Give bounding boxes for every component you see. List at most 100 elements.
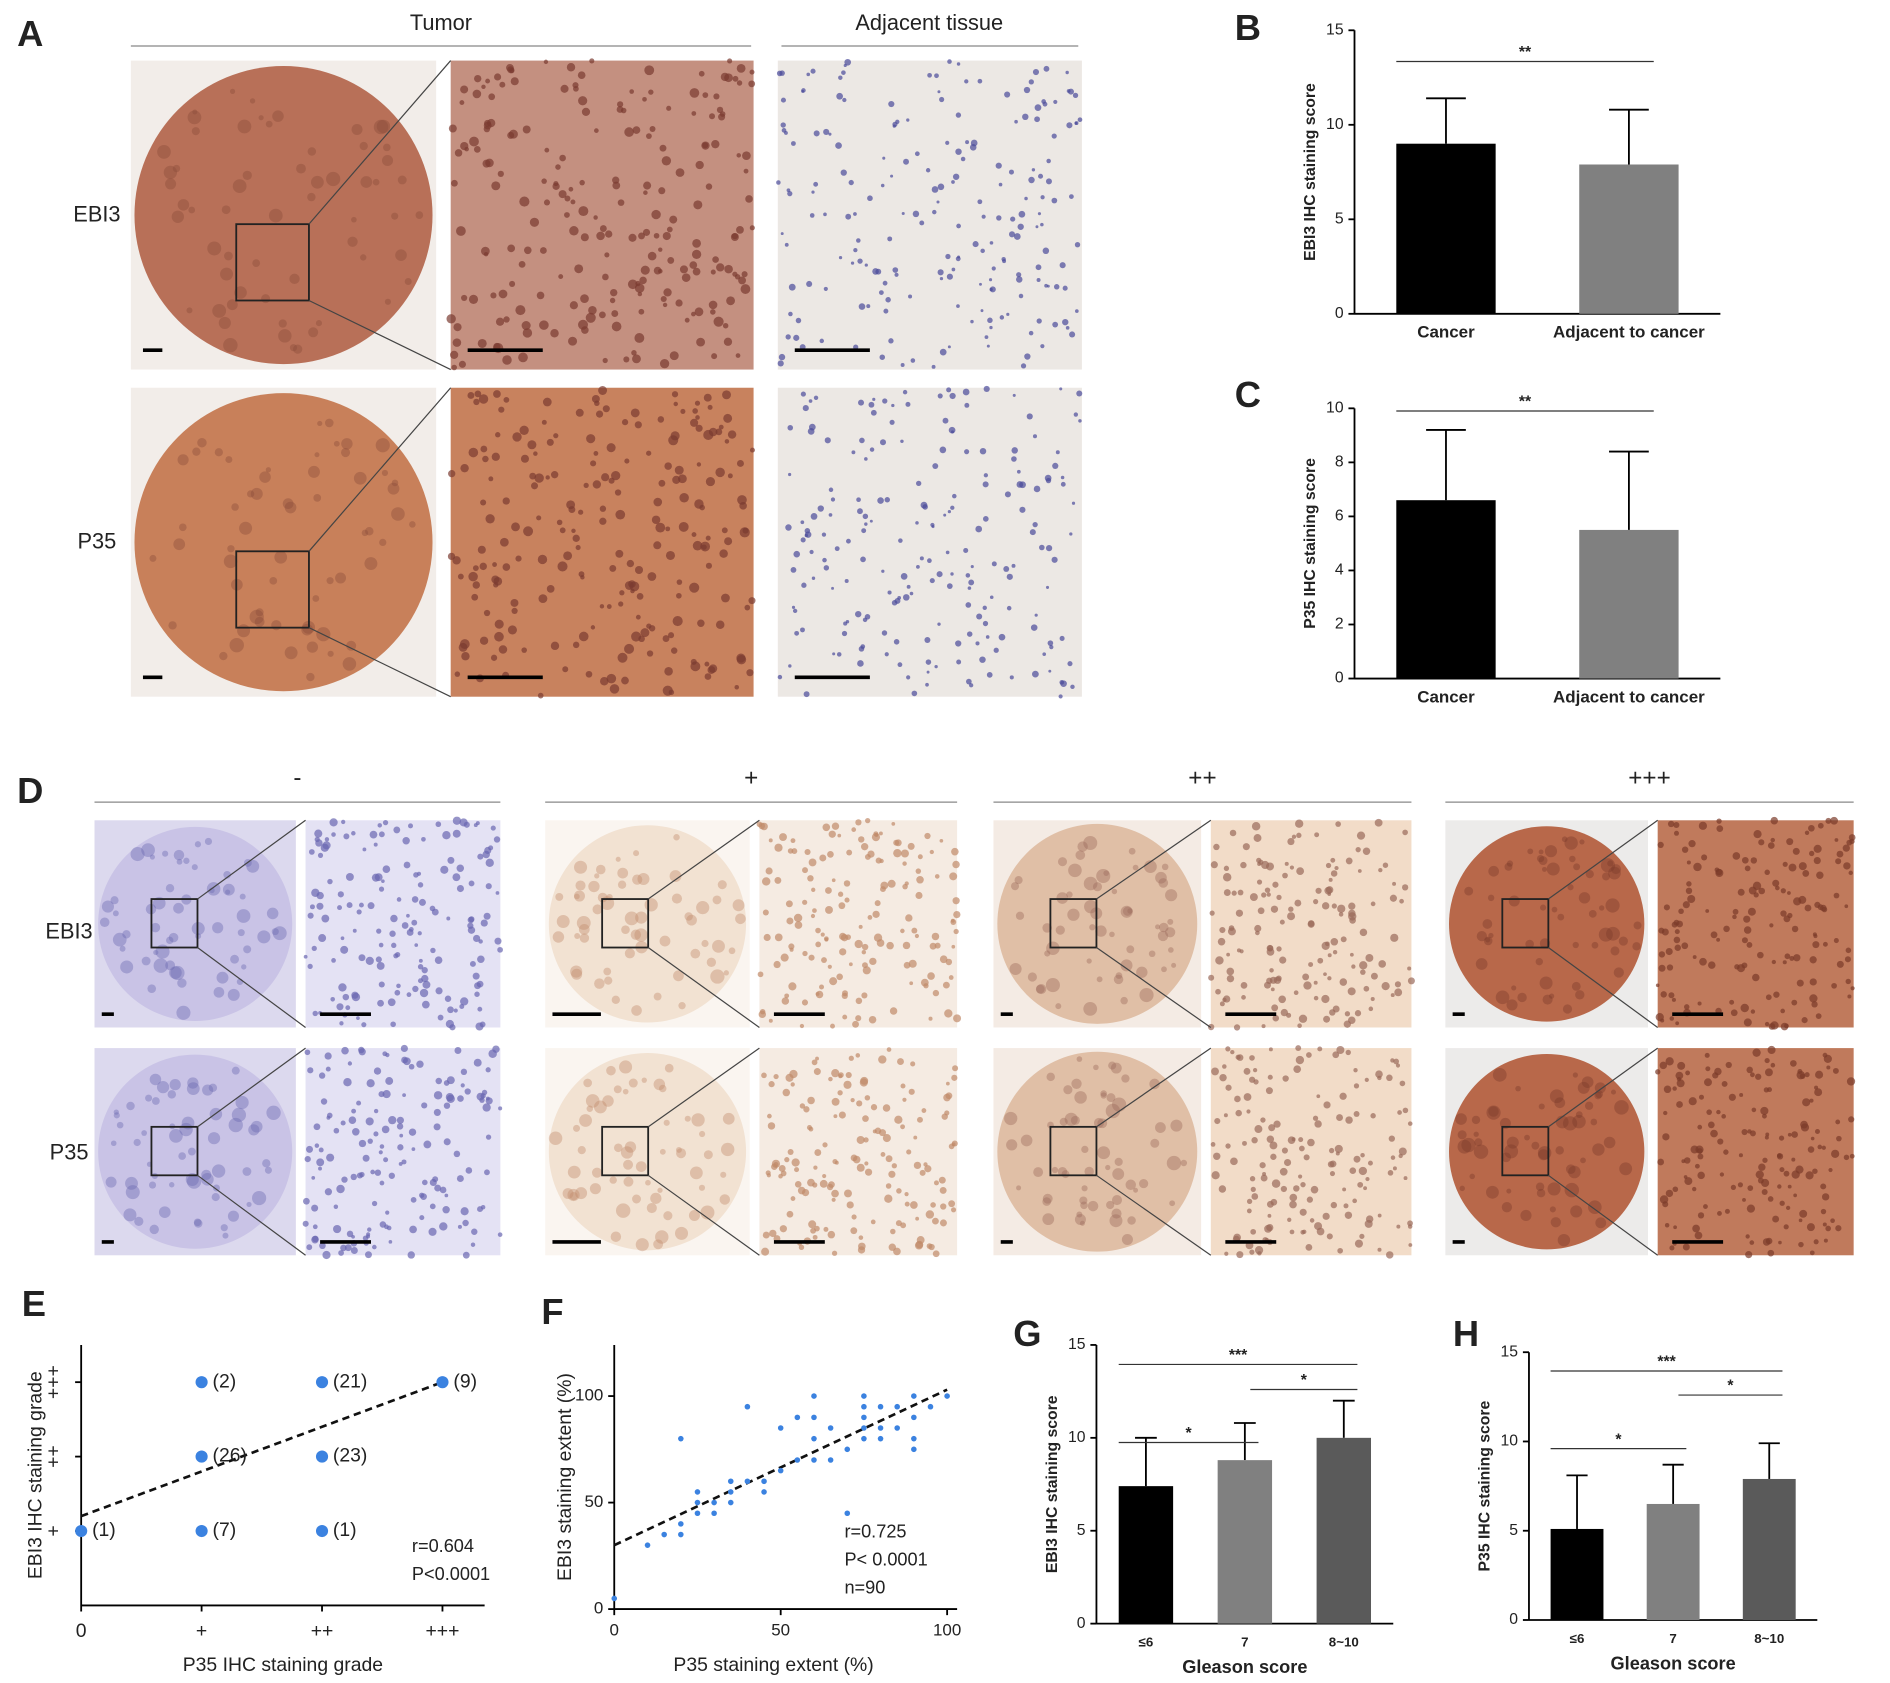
cell-texture: [169, 1182, 175, 1188]
cell-texture: [689, 261, 698, 269]
cell-texture: [923, 983, 929, 989]
cell-texture: [634, 928, 648, 942]
cell-texture: [1717, 1138, 1724, 1145]
micrograph: [305, 1048, 501, 1256]
cell-texture: [1132, 864, 1139, 871]
cell-texture: [1229, 829, 1237, 837]
cell-texture: [1666, 964, 1674, 971]
cell-texture: [1686, 881, 1692, 887]
cell-texture: [860, 1076, 869, 1085]
cell-texture: [706, 957, 717, 967]
cell-texture: [800, 627, 805, 633]
cell-texture: [502, 563, 511, 571]
cell-texture: [570, 965, 583, 978]
cell-texture: [507, 625, 517, 635]
cell-texture: [1024, 353, 1031, 360]
cell-texture: [980, 248, 985, 254]
cell-texture: [1223, 889, 1231, 897]
cell-texture: [964, 79, 969, 84]
cell-texture: [324, 418, 334, 428]
cell-texture: [945, 1092, 953, 1100]
cell-texture: [1266, 944, 1274, 952]
grade-header: -: [293, 765, 301, 792]
cell-texture: [749, 225, 755, 231]
cell-texture: [1798, 1241, 1804, 1248]
cell-texture: [1393, 1058, 1400, 1065]
cell-texture: [1266, 1200, 1274, 1208]
cell-texture: [1035, 225, 1039, 229]
cell-texture: [313, 494, 322, 502]
cell-texture: [1685, 1070, 1691, 1076]
cell-texture: [955, 640, 962, 647]
zoom-box: [235, 223, 310, 302]
cell-texture: [1549, 1089, 1564, 1104]
cell-texture: [1658, 951, 1666, 958]
cell-texture: [675, 168, 685, 177]
cell-texture: [870, 1104, 878, 1111]
cell-texture: [856, 238, 861, 243]
cell-texture: [1065, 70, 1069, 75]
cell-texture: [586, 1105, 594, 1112]
cell-texture: [952, 860, 960, 869]
cell-texture: [810, 913, 816, 919]
cell-texture: [1307, 1138, 1315, 1147]
cell-texture: [788, 283, 796, 291]
cell-texture: [515, 305, 526, 316]
cell-texture: [467, 926, 476, 934]
cell-texture: [641, 1077, 647, 1083]
cell-texture: [1737, 1182, 1744, 1188]
stat-annotation: P<0.0001: [412, 1564, 490, 1584]
cell-texture: [673, 401, 678, 407]
cell-texture: [265, 120, 273, 128]
cell-texture: [1268, 1124, 1276, 1132]
cell-texture: [453, 1150, 461, 1158]
cell-texture: [494, 631, 504, 642]
cell-texture: [1044, 474, 1052, 482]
cell-texture: [1655, 983, 1660, 988]
cell-texture: [823, 128, 830, 136]
cell-texture: [659, 359, 670, 369]
cell-texture: [831, 586, 835, 590]
cell-texture: [624, 458, 630, 464]
panel-letter: H: [1453, 1313, 1479, 1354]
tissue-core: [98, 826, 293, 1021]
cell-texture: [1218, 1185, 1227, 1193]
cell-texture: [1078, 419, 1082, 423]
cell-texture: [1704, 1078, 1712, 1087]
y-tick-label: 50: [584, 1492, 603, 1511]
cell-texture: [678, 1002, 686, 1010]
cell-texture: [421, 1102, 428, 1109]
cell-texture: [1121, 1233, 1133, 1246]
cell-texture: [891, 1163, 897, 1169]
cell-texture: [1312, 1115, 1319, 1121]
cell-texture: [1345, 857, 1353, 865]
cell-texture: [473, 934, 481, 943]
cell-texture: [1804, 1072, 1810, 1078]
cell-texture: [850, 261, 855, 265]
cell-texture: [1006, 312, 1010, 316]
cell-texture: [867, 915, 873, 920]
cell-texture: [345, 1005, 351, 1011]
cell-texture: [1343, 1020, 1351, 1028]
panel-letter: A: [17, 13, 43, 54]
cell-texture: [908, 959, 917, 968]
cell-texture: [856, 1163, 865, 1172]
cell-texture: [1562, 1004, 1573, 1014]
cell-texture: [1051, 133, 1057, 139]
cell-texture: [1809, 978, 1817, 986]
panel-letter: C: [1235, 374, 1261, 415]
cell-texture: [867, 850, 875, 858]
cell-texture: [999, 315, 1005, 320]
cell-texture: [813, 130, 820, 137]
cell-texture: [713, 316, 724, 327]
cell-texture: [353, 471, 367, 485]
cell-texture: [1663, 1110, 1668, 1116]
cell-texture: [707, 404, 713, 410]
cell-texture: [1330, 1201, 1338, 1209]
cell-texture: [1001, 256, 1006, 262]
data-point: [744, 1478, 751, 1485]
cell-texture: [718, 113, 726, 121]
cell-texture: [915, 891, 923, 899]
cell-texture: [628, 1078, 638, 1088]
cell-texture: [239, 893, 246, 900]
